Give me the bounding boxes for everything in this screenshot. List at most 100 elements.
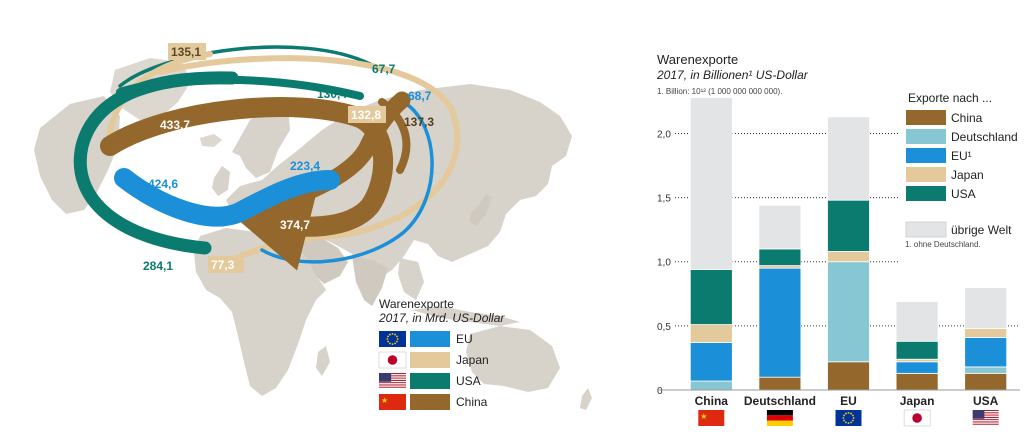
map-legend-rows: EU Japan USA ★ China [378,331,489,410]
x-category-label: USA [973,394,999,408]
bar-segment [964,337,1008,368]
chart-legend-title: Exporte nach ... [908,91,992,105]
map-iceland [200,134,222,147]
chart-legend-swatch [906,110,946,125]
trade-flows [73,45,461,271]
chart-legend: Exporte nach ... China Deutschland EU¹ Japa… [900,84,1030,288]
x-category-label: China [695,394,729,408]
map-legend: Warenexporte 2017, in Mrd. US-Dollar EU J… [378,297,505,410]
map-legend-label: EU [456,332,473,346]
bar-segment [758,204,802,250]
y-tick-label: 0,5 [657,322,671,333]
svg-text:★: ★ [381,396,388,405]
bar-segment [895,372,939,391]
flow-labels: 135,1 67,7 130,4 68,7 132,8 137,3 433,7 … [143,43,434,273]
chart-y-ticks: 0 0,5 1,0 1,5 2,0 [657,129,671,397]
chart-bars [689,97,1008,391]
map-legend-label: China [456,395,488,409]
bar-segment [689,324,733,343]
flow-eu-424-6 [114,168,340,227]
chart-legend-label: Japan [951,168,984,182]
chart-legend-label: China [951,111,983,125]
chart-legend-rows: China Deutschland EU¹ Japan USA übrige Welt [905,110,1018,238]
flow-label-137-3: 137,3 [404,115,434,129]
bar-segment [895,361,939,374]
flow-label-bg [208,256,244,273]
bar-segment [827,361,870,391]
map-madagascar [316,346,330,376]
bar-segment [689,97,733,270]
map-indonesia [412,306,520,326]
usa-flag-icon [972,410,999,426]
bar-segment [964,372,1008,391]
chart-legend-label: Deutschland [951,130,1018,144]
bar-segment [689,342,733,382]
bar-segment [758,267,802,378]
chart-subtitle: 2017, in Billionen¹ US-Dollar [656,68,809,82]
bar-segment [827,116,870,201]
x-category-label: Deutschland [744,394,816,408]
map-japan [470,194,492,226]
map-scandinavia [232,104,290,178]
chart-title: Warenexporte [657,52,738,67]
bar-segment [964,328,1008,338]
chart-legend-swatch [906,186,946,201]
map-new-zealand [580,388,592,410]
eu-flag-icon [835,410,862,426]
y-tick-label: 1,0 [657,258,671,269]
map-legend-subtitle: 2017, in Mrd. US-Dollar [378,311,505,325]
flow-label-bg [348,106,386,123]
china-flag-icon: ★ [698,410,725,426]
bar-segment [689,380,733,391]
bar-segment [689,269,733,325]
y-tick-label: 2,0 [657,129,671,140]
map-britain [212,166,230,196]
flow-label-132-8: 132,8 [351,108,381,122]
chart-legend-swatch [906,129,946,144]
map-australia [466,326,560,392]
bar-segment [964,366,1008,374]
flow-label-433-7: 433,7 [160,118,190,132]
japan-flag-icon [378,351,407,369]
map-se-asia [398,258,424,300]
y-tick-label: 1,5 [657,194,671,205]
china-flag-icon: ★ [379,394,406,410]
chart-legend-swatch [906,167,946,182]
bar-segment [827,199,870,252]
flow-label-374-7: 374,7 [280,218,310,232]
flow-label-68-7: 68,7 [408,89,432,103]
y-tick-label: 0 [657,386,663,397]
flow-label-135-1: 135,1 [171,45,201,59]
chart-x-categories: China ★ Deutschland EU Japan USA [695,394,999,427]
bar-segment [758,376,802,391]
flow-label-bg [168,43,206,60]
svg-text:★: ★ [700,412,707,421]
chart-legend-label: EU¹ [951,149,972,163]
chart-legend-note: 1. ohne Deutschland. [905,240,981,249]
map-legend-swatch [410,352,450,368]
bar-segment [895,340,939,360]
map-legend-swatch [410,394,450,410]
flow-label-424-6: 424,6 [148,177,178,191]
bar-chart: Warenexporte 2017, in Billionen¹ US-Doll… [656,52,1030,427]
map-legend-swatch [410,331,450,347]
chart-legend-label: USA [951,187,976,201]
flow-usa-284-1 [73,71,239,255]
flow-china-137-3 [378,98,411,174]
bar-segment [827,251,870,263]
flow-label-284-1: 284,1 [143,259,173,273]
flow-label-77-3: 77,3 [211,258,235,272]
map-legend-label: USA [456,374,481,388]
chart-legend-swatch [905,221,947,238]
chart-legend-swatch [906,148,946,163]
flow-usa-67-7 [118,45,372,88]
flow-label-67-7: 67,7 [372,62,396,76]
map-legend-title: Warenexporte [379,297,454,311]
map-legend-label: Japan [456,353,489,367]
bar-segment [758,248,802,266]
x-category-label: EU [840,394,857,408]
chart-legend-label: übrige Welt [951,223,1012,237]
bar-segment [827,261,870,363]
